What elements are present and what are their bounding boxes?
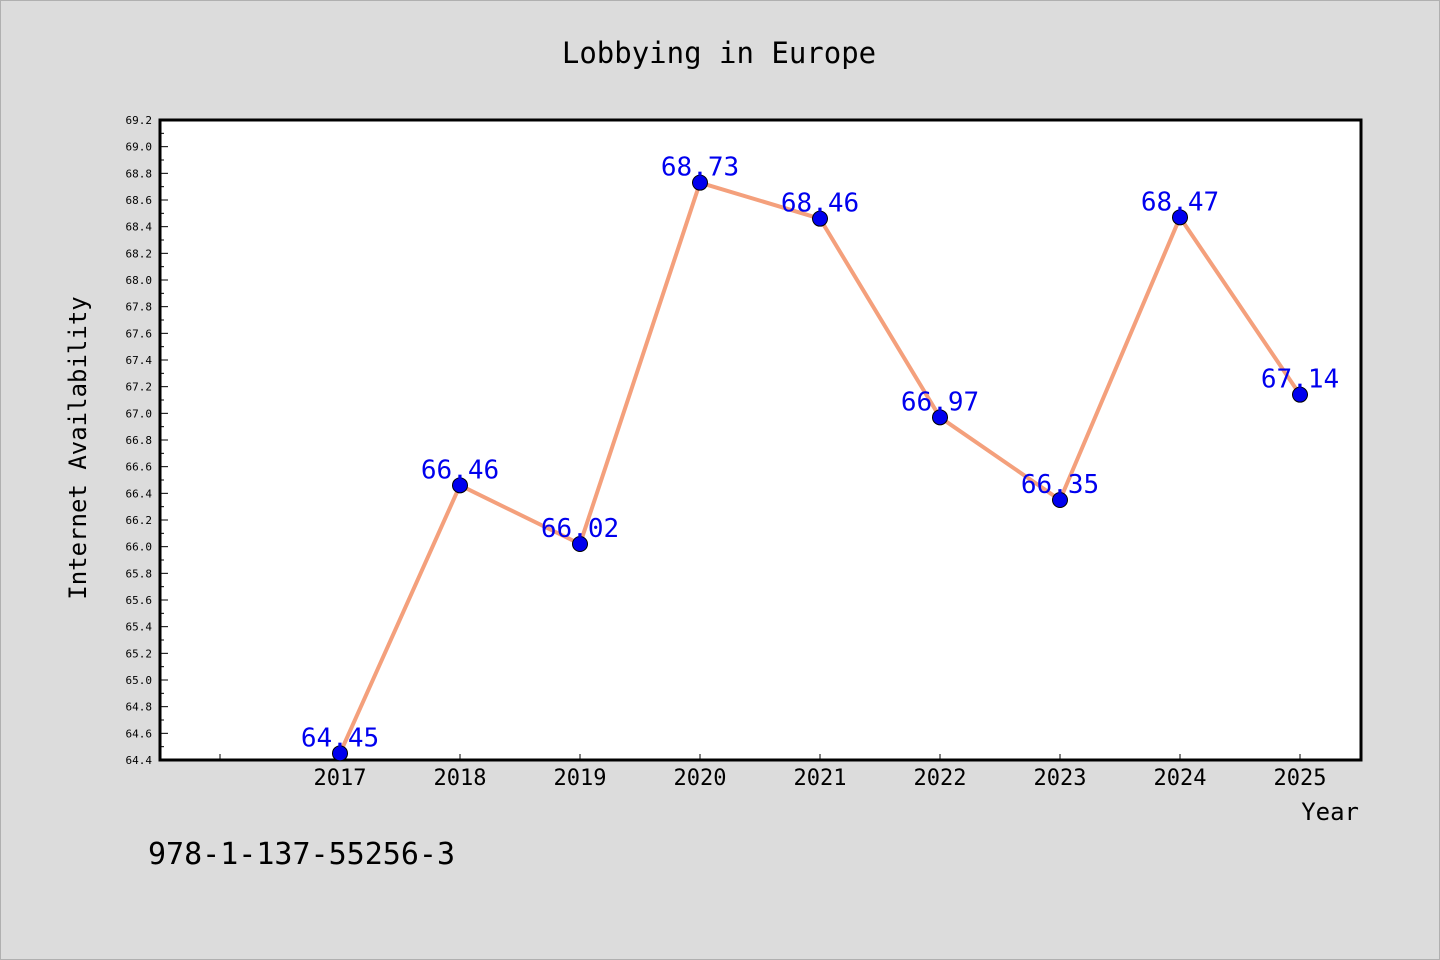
x-tick-label: 2021 (794, 766, 847, 791)
data-point (932, 409, 948, 426)
plot-area (158, 118, 1363, 762)
data-point (812, 210, 828, 227)
y-tick-label: 64.8 (126, 701, 153, 714)
x-tick-label: 2025 (1274, 766, 1327, 791)
data-label: 66.46 (421, 455, 499, 485)
data-label: 68.73 (661, 153, 739, 183)
y-tick-label: 67.2 (126, 381, 153, 394)
y-tick-label: 66.2 (126, 514, 153, 527)
y-tick-label: 65.4 (126, 621, 153, 634)
y-tick-label: 66.8 (126, 434, 153, 447)
data-point (1172, 209, 1188, 226)
chart-title: Lobbying in Europe (562, 36, 876, 70)
y-tick-label: 67.4 (126, 354, 153, 367)
y-tick-label: 67.6 (126, 327, 153, 340)
data-point (452, 477, 468, 494)
y-tick-label: 66.0 (126, 541, 153, 554)
y-tick-label: 65.8 (126, 567, 153, 580)
data-point (1292, 386, 1308, 403)
y-axis-label: Internet Availability (64, 296, 92, 599)
x-tick-label: 2017 (314, 766, 367, 791)
data-point (1052, 492, 1068, 508)
data-label: 66.97 (901, 387, 979, 417)
data-label: 68.46 (781, 189, 859, 219)
y-tick-label: 68.4 (126, 221, 153, 234)
y-tick-label: 65.0 (126, 674, 153, 687)
y-tick-label: 65.2 (126, 647, 153, 660)
data-point (332, 745, 348, 762)
x-tick-label: 2018 (434, 766, 487, 791)
data-label: 66.02 (541, 514, 619, 544)
y-tick-label: 65.6 (126, 594, 153, 607)
x-axis-label: Year (1301, 798, 1359, 826)
isbn-annotation: 978-1-137-55256-3 (148, 837, 455, 872)
data-label: 67.14 (1261, 365, 1339, 395)
x-tick-label: 2024 (1154, 766, 1207, 791)
data-label: 64.45 (301, 723, 379, 753)
x-tick-label: 2023 (1034, 766, 1087, 791)
x-tick-label: 2019 (554, 766, 607, 791)
y-tick-label: 69.0 (126, 141, 153, 154)
data-label: 68.47 (1141, 187, 1219, 217)
y-tick-label: 68.2 (126, 247, 153, 260)
y-tick-label: 64.4 (126, 754, 153, 767)
data-label: 66.35 (1021, 470, 1099, 500)
y-tick-label: 68.8 (126, 167, 153, 180)
y-tick-label: 67.0 (126, 407, 153, 420)
x-tick-label: 2020 (674, 766, 727, 791)
y-axis-ticks: 64.4 64.6 64.8 65.0 65.2 65.4 65.6 65.8 66.0 66.2… (126, 114, 168, 767)
y-tick-label: 69.2 (126, 114, 153, 127)
y-tick-label: 68.6 (126, 194, 153, 207)
y-tick-label: 68.0 (126, 274, 153, 287)
x-tick-label: 2022 (914, 766, 967, 791)
y-tick-label: 66.4 (126, 487, 153, 500)
x-axis-ticks: 2017 2018 2019 2020 2021 2022 2023 2024 2025 (219, 754, 1327, 791)
y-tick-label: 66.6 (126, 461, 153, 474)
series-group: 64.45 66.46 66.02 68.73 68.46 66.97 66.35 68.47… (301, 153, 1339, 762)
data-point (692, 174, 708, 191)
y-tick-label: 67.8 (126, 301, 153, 314)
data-point (572, 536, 588, 552)
y-tick-label: 64.6 (126, 727, 153, 740)
